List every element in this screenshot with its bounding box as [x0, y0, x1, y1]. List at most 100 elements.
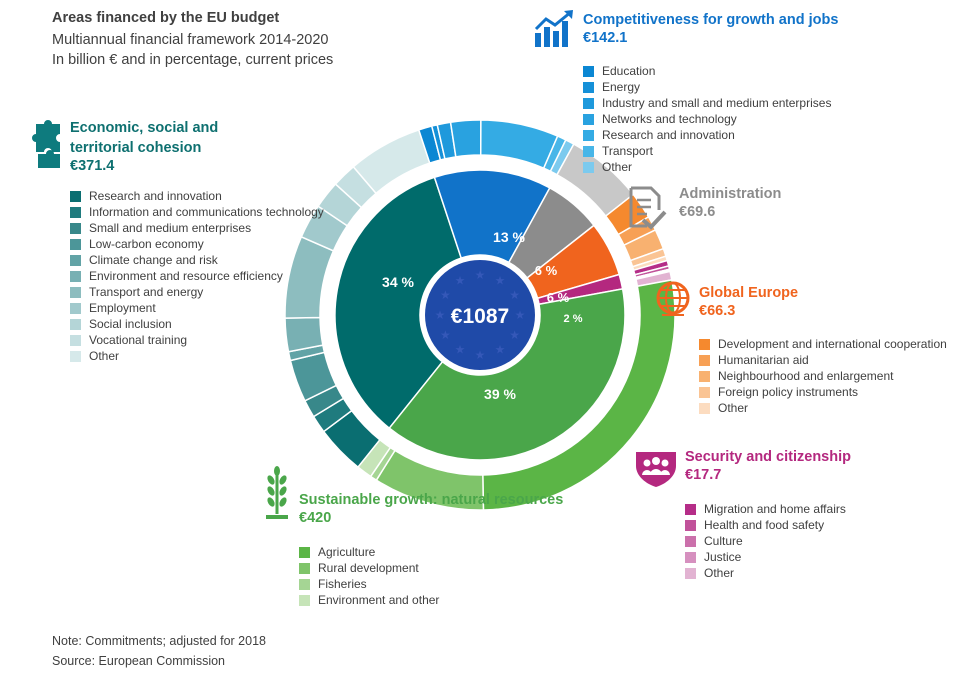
legend-label: Neighbourhood and enlargement — [718, 369, 894, 383]
outer-ring-gap — [622, 260, 633, 270]
outer-slice-competitiveness-3 — [449, 119, 482, 158]
eu-star-icon: ★ — [455, 343, 466, 357]
legend-label: Climate change and risk — [89, 253, 218, 267]
outer-ring-gap — [611, 234, 624, 249]
eu-star-icon: ★ — [455, 273, 466, 287]
legend-item-security-2: Culture — [685, 533, 846, 549]
outer-ring-gap — [347, 207, 368, 231]
chart-subtitle-units: In billion € and in percentage, current … — [52, 52, 334, 68]
category-global: Global Europe €66.3 — [699, 283, 798, 319]
legend-swatch — [70, 286, 81, 298]
legend-swatch — [70, 270, 81, 282]
outer-ring-gap — [627, 277, 636, 281]
legend-swatch — [583, 113, 594, 125]
growth-chart-icon — [534, 10, 573, 47]
legend-item-cohesion-10: Other — [70, 348, 324, 364]
legend-swatch — [70, 318, 81, 330]
legend-item-sustainable-1: Rural development — [299, 560, 439, 576]
outer-ring-gap — [480, 155, 544, 176]
legend-item-sustainable-0: Agriculture — [299, 544, 439, 560]
eu-star-icon: ★ — [495, 343, 506, 357]
outer-ring-gap — [336, 381, 351, 399]
legend-swatch — [685, 519, 696, 531]
legend-label: Research and innovation — [602, 128, 735, 142]
legend-swatch — [583, 81, 594, 93]
legend-label: Energy — [602, 80, 641, 94]
legend-item-cohesion-2: Small and medium enterprises — [70, 220, 324, 236]
eu-star-icon: ★ — [509, 288, 520, 302]
people-shield-icon — [636, 452, 676, 487]
legend-label: Other — [718, 401, 749, 415]
legend-label: Migration and home affairs — [704, 502, 846, 516]
legend-swatch — [70, 334, 81, 346]
legend-label: Environment and other — [318, 593, 440, 607]
source: Source: European Commission — [52, 654, 225, 668]
legend-item-security-0: Migration and home affairs — [685, 501, 846, 517]
eu-star-icon: ★ — [495, 273, 506, 287]
legend-label: Networks and technology — [602, 112, 737, 126]
eu-star-icon: ★ — [440, 328, 451, 342]
category-administration: Administration €69.6 — [679, 184, 781, 220]
legend-swatch — [70, 302, 81, 314]
legend-item-competitiveness-0: Education — [583, 63, 831, 79]
legend-swatch — [685, 535, 696, 547]
category-cohesion-name-line2: territorial cohesion — [70, 140, 202, 156]
legend-swatch — [70, 238, 81, 250]
legend-swatch — [299, 546, 310, 558]
category-competitiveness-amount: €142.1 — [583, 30, 628, 46]
eu-star-icon: ★ — [435, 308, 446, 322]
legend-swatch — [583, 65, 594, 77]
legend-swatch — [583, 145, 594, 157]
category-global-name: Global Europe — [699, 285, 799, 301]
puzzle-icon — [32, 120, 60, 168]
outer-ring-gap — [455, 155, 481, 165]
legend-item-global-1: Humanitarian aid — [699, 352, 947, 368]
legend-item-cohesion-8: Social inclusion — [70, 316, 324, 332]
legend-label: Transport — [602, 144, 653, 158]
legend-label: Fisheries — [318, 577, 367, 591]
legend-label: Social inclusion — [89, 317, 172, 331]
legend-item-security-1: Health and food safety — [685, 517, 846, 533]
legend-label: Employment — [89, 301, 156, 315]
legend-item-competitiveness-4: Research and innovation — [583, 127, 831, 143]
document-check-icon — [629, 186, 667, 230]
footnote: Note: Commitments; adjusted for 2018 — [52, 634, 266, 648]
outer-ring-gap — [627, 278, 636, 282]
legend-item-competitiveness-5: Transport — [583, 143, 831, 159]
center-disc — [425, 260, 535, 370]
outer-ring-gap — [440, 158, 447, 168]
legend-label: Culture — [704, 534, 743, 548]
category-global-amount: €66.3 — [699, 303, 736, 319]
legend-item-competitiveness-2: Industry and small and medium enterprise… — [583, 95, 831, 111]
legend-label: Other — [89, 349, 120, 363]
eu-star-icon: ★ — [515, 308, 526, 322]
category-security-amount: €17.7 — [685, 467, 722, 483]
category-competitiveness-name: Competitiveness for growth and jobs — [583, 12, 839, 28]
percent-label-sustainable: 39 % — [484, 386, 516, 402]
legend-label: Justice — [704, 550, 742, 564]
legend-item-cohesion-9: Vocational training — [70, 332, 324, 348]
legend-swatch — [699, 370, 710, 382]
category-security-name: Security and citizenship — [685, 449, 851, 465]
legend-swatch — [699, 402, 710, 414]
legend-label: Small and medium enterprises — [89, 221, 252, 235]
outer-ring-gap — [319, 250, 341, 318]
category-administration-name: Administration — [679, 186, 782, 202]
legend-label: Transport and energy — [89, 285, 204, 299]
eu-star-icon: ★ — [475, 268, 486, 282]
legend-swatch — [299, 562, 310, 574]
legend-swatch — [70, 254, 81, 266]
legend-item-sustainable-3: Environment and other — [299, 592, 439, 608]
legend-swatch — [685, 567, 696, 579]
percent-label-cohesion: 34 % — [382, 274, 414, 290]
legend-item-global-4: Other — [699, 400, 947, 416]
legend-swatch — [685, 503, 696, 515]
legend-swatch — [70, 190, 81, 202]
percent-label-global: 6 % — [547, 290, 570, 305]
legend-label: Rural development — [318, 561, 419, 575]
legend-swatch — [699, 386, 710, 398]
outer-ring-gap — [324, 350, 344, 386]
legend-security: Migration and home affairs Health and foo… — [685, 501, 846, 581]
legend-label: Vocational training — [89, 333, 188, 347]
legend-swatch — [70, 350, 81, 362]
